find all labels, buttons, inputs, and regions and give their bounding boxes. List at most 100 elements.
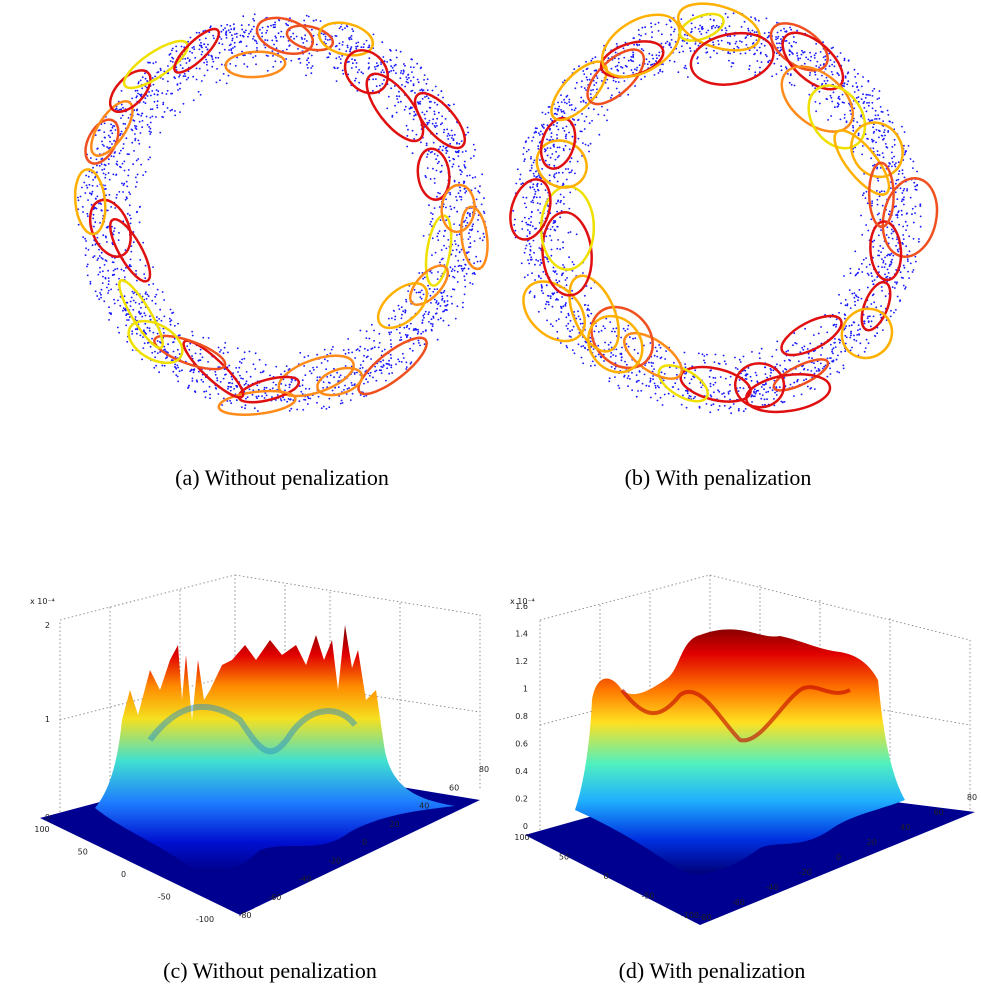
y-tick-label: 100: [514, 833, 529, 842]
z-tick-label: 0.8: [515, 712, 528, 721]
z-tick-label: 0.2: [515, 795, 528, 804]
component-ellipse: [676, 2, 761, 52]
component-ellipse: [90, 100, 134, 157]
x-tick-label: 60: [934, 808, 944, 817]
component-ellipse: [840, 307, 894, 360]
z-tick-label: 0.6: [515, 740, 528, 749]
component-ellipse: [255, 16, 315, 55]
z-tick-label: x 10⁻⁴: [510, 597, 535, 606]
component-ellipse: [833, 129, 891, 196]
x-tick-label: 80: [967, 793, 977, 802]
x-tick-label: -60: [268, 893, 281, 902]
component-ellipse: [657, 364, 709, 403]
x-tick-label: 80: [479, 765, 489, 774]
z-tick-label: 0.4: [515, 767, 528, 776]
component-ellipse: [568, 274, 620, 353]
component-ellipse: [182, 339, 245, 399]
component-ellipse: [285, 24, 335, 52]
caption: (c) Without penalization: [163, 958, 377, 983]
component-ellipse: [357, 336, 428, 396]
x-tick-label: 40: [419, 802, 429, 811]
component-ellipse: [408, 264, 450, 306]
x-tick-label: -40: [298, 875, 311, 884]
component-ellipse: [623, 331, 683, 380]
component-ellipse: [772, 358, 830, 392]
y-tick-label: -100: [681, 911, 699, 920]
component-ellipse: [600, 13, 681, 79]
z-tick-label: 1.4: [515, 630, 528, 639]
component-ellipse: [224, 50, 287, 79]
component-ellipse: [867, 161, 895, 228]
component-ellipse: [108, 69, 152, 114]
y-tick-label: 0: [603, 872, 608, 881]
surface-plot-d: [525, 574, 975, 925]
component-ellipse: [109, 218, 152, 283]
component-ellipse: [217, 389, 297, 416]
z-tick-label: 1: [523, 685, 528, 694]
caption: (d) With penalization: [619, 958, 806, 983]
surface-plot-c: [40, 574, 481, 915]
component-ellipse: [343, 49, 390, 95]
component-ellipse: [365, 72, 425, 143]
component-ellipse: [413, 92, 466, 150]
component-ellipse: [590, 305, 654, 370]
component-ellipse: [522, 280, 586, 343]
x-tick-label: 40: [900, 823, 910, 832]
component-ellipse: [316, 366, 364, 397]
y-tick-label: -50: [158, 893, 171, 902]
component-ellipse: [780, 65, 855, 133]
x-tick-label: -20: [328, 856, 341, 865]
scatter-plot: [73, 13, 489, 416]
component-ellipse: [869, 220, 903, 282]
x-tick-label: -80: [698, 913, 711, 922]
component-ellipse: [535, 139, 588, 189]
y-tick-label: 100: [34, 825, 49, 834]
component-ellipse: [122, 39, 189, 90]
x-tick-label: 0: [362, 838, 367, 847]
component-ellipse: [424, 214, 453, 287]
component-ellipse: [127, 319, 184, 365]
scatter-plot: [509, 2, 939, 415]
component-ellipse: [173, 27, 221, 74]
y-tick-label: 50: [559, 853, 569, 862]
component-ellipse: [440, 183, 476, 234]
component-ellipse: [541, 211, 593, 297]
y-tick-label: 50: [78, 848, 88, 857]
y-tick-label: 0: [121, 870, 126, 879]
x-tick-label: -40: [765, 883, 778, 892]
component-ellipse: [509, 178, 552, 241]
component-ellipse: [587, 314, 644, 374]
x-tick-label: 0: [836, 853, 841, 862]
z-tick-label: 2: [45, 621, 50, 630]
z-tick-label: x 10⁻⁴: [30, 597, 55, 606]
x-tick-label: -20: [799, 868, 812, 877]
x-tick-label: -80: [238, 911, 251, 920]
component-ellipse: [860, 280, 892, 332]
z-tick-label: 0: [523, 822, 528, 831]
y-tick-label: -50: [641, 892, 654, 901]
component-ellipse: [689, 31, 775, 86]
component-ellipse: [744, 373, 832, 414]
component-ellipse: [460, 205, 489, 271]
z-tick-label: 1.6: [515, 602, 528, 611]
caption: (b) With penalization: [625, 465, 812, 490]
z-tick-label: 1: [45, 715, 50, 724]
component-ellipse: [678, 12, 725, 42]
component-ellipse: [376, 282, 429, 330]
component-ellipse: [73, 168, 107, 236]
component-ellipse: [237, 375, 301, 404]
component-ellipse: [118, 279, 164, 350]
component-ellipse: [780, 314, 843, 357]
x-tick-label: 20: [389, 820, 399, 829]
x-tick-label: -60: [732, 898, 745, 907]
x-tick-label: 20: [867, 838, 877, 847]
z-tick-label: 1.2: [515, 657, 528, 666]
component-ellipse: [881, 177, 939, 258]
x-tick-label: 60: [449, 783, 459, 792]
component-ellipse: [807, 84, 867, 150]
component-ellipse: [153, 334, 227, 371]
component-ellipse: [317, 21, 375, 57]
component-ellipse: [733, 362, 786, 409]
component-ellipse: [416, 147, 451, 201]
